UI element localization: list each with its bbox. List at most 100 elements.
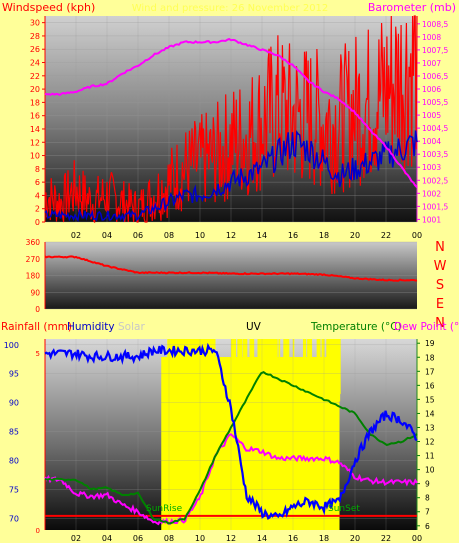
temperature-tick-label: 16: [425, 381, 435, 390]
solar-radiation-spike: [278, 339, 281, 361]
windspeed-tick-label: 14: [30, 125, 40, 134]
solar-radiation-spike: [326, 339, 328, 412]
solar-radiation-spike: [307, 339, 311, 378]
temperature-axis-title: Temperature (°C): [310, 321, 402, 333]
bottom-x-tick-label: 18: [319, 534, 329, 543]
sunrise-label: SunRise: [146, 504, 183, 514]
bottom-x-tick-label: 04: [102, 534, 112, 543]
barometer-tick-label: 1003,5: [422, 150, 448, 159]
bottom-x-tick-label: 06: [133, 534, 143, 543]
compass-north-bottom: N: [435, 316, 445, 331]
barometer-tick-label: 1008,5: [422, 20, 448, 29]
solar-radiation-spike: [321, 339, 325, 416]
rainfall-tick-label: 5: [36, 350, 40, 358]
solar-radiation-spike: [283, 339, 286, 373]
bottom-x-tick-label: 16: [288, 534, 298, 543]
bottom-x-tick-label: 12: [226, 534, 236, 543]
direction-tick-label: 180: [26, 272, 41, 281]
barometer-line: [44, 37, 418, 188]
bottom-x-tick-label: 02: [71, 534, 81, 543]
bottom-x-tick-label: 00: [412, 534, 422, 543]
barometer-tick-label: 1007,5: [422, 46, 448, 55]
humidity-tick-label: 95: [9, 370, 19, 379]
solar-radiation-spike: [249, 339, 253, 365]
compass-south: S: [436, 278, 444, 293]
humidity-tick-label: 75: [9, 485, 19, 494]
barometer-tick-label: 1004: [422, 137, 441, 146]
windspeed-tick-label: 20: [30, 85, 40, 94]
windspeed-tick-label: 22: [30, 72, 40, 81]
top-x-tick-label: 02: [71, 231, 81, 240]
rainfall-axis-title: Rainfall (mm): [1, 321, 72, 333]
top-x-tick-label: 10: [195, 231, 205, 240]
barometer-tick-label: 1008: [422, 33, 441, 42]
temperature-tick-label: 9: [425, 480, 430, 489]
windspeed-gust-line: [44, 15, 418, 224]
barometer-tick-label: 1001: [422, 215, 441, 224]
solar-axis-title: Solar: [118, 321, 145, 333]
direction-tick-label: 0: [35, 305, 40, 314]
temperature-line: [44, 370, 418, 525]
barometer-tick-label: 1007: [422, 59, 441, 68]
barometer-tick-label: 1001,5: [422, 202, 448, 211]
humidity-tick-label: 90: [9, 399, 19, 408]
barometer-tick-label: 1006: [422, 85, 441, 94]
solar-radiation-spike: [266, 339, 271, 444]
top-x-tick-label: 18: [319, 231, 329, 240]
solar-radiation-spike: [261, 339, 264, 412]
windspeed-tick-label: 30: [30, 19, 40, 28]
humidity-tick-label: 100: [4, 341, 19, 350]
compass-east: E: [436, 297, 444, 312]
solar-radiation-spike: [240, 339, 242, 448]
dewpoint-line: [44, 433, 418, 526]
direction-tick-label: 360: [26, 238, 41, 247]
direction-tick-label: 270: [26, 255, 41, 264]
solar-radiation-spike: [237, 339, 240, 405]
temperature-tick-label: 7: [425, 508, 430, 517]
windspeed-tick-label: 18: [30, 98, 40, 107]
windspeed-tick-label: 10: [30, 152, 40, 161]
windspeed-tick-label: 4: [35, 191, 40, 200]
bottom-x-tick-label: 22: [381, 534, 391, 543]
solar-radiation-spike: [271, 339, 274, 383]
rainfall-tick-label: 0: [36, 527, 40, 535]
windspeed-tick-label: 6: [35, 178, 40, 187]
dewpoint-axis-title: Dew Point (°C): [394, 321, 459, 333]
solar-radiation-spike: [245, 339, 248, 383]
top-x-tick-label: 04: [102, 231, 112, 240]
humidity-tick-label: 80: [9, 457, 19, 466]
temperature-tick-label: 15: [425, 395, 435, 404]
barometer-tick-label: 1005,5: [422, 98, 448, 107]
bottom-x-tick-label: 14: [257, 534, 267, 543]
temperature-tick-label: 12: [425, 438, 435, 447]
solar-radiation-spike: [334, 339, 339, 427]
windspeed-tick-label: 0: [35, 218, 40, 227]
solar-radiation-spike: [332, 339, 334, 397]
temperature-tick-label: 6: [425, 522, 430, 531]
humidity-tick-label: 70: [9, 514, 19, 523]
temperature-tick-label: 13: [425, 423, 435, 432]
solar-radiation-spike: [329, 339, 332, 425]
top-x-tick-label: 06: [133, 231, 143, 240]
wind-direction-line: [44, 255, 418, 282]
barometer-axis-title: Barometer (mb): [368, 1, 456, 14]
solar-radiation-spike: [237, 339, 241, 424]
solar-radiation-spike: [302, 339, 306, 415]
chart-overlay-title: Wind and pressure: 26 November 2012: [132, 3, 329, 14]
uv-axis-title: UV: [246, 321, 262, 333]
solar-radiation-spike: [251, 339, 254, 404]
solar-radiation-spike: [234, 339, 237, 442]
windspeed-tick-label: 16: [30, 112, 40, 121]
direction-tick-label: 90: [30, 288, 40, 297]
bottom-x-tick-label: 20: [350, 534, 360, 543]
solar-radiation-spike: [243, 339, 246, 406]
top-x-tick-label: 22: [381, 231, 391, 240]
top-x-tick-label: 00: [412, 231, 422, 240]
barometer-tick-label: 1002: [422, 189, 441, 198]
barometer-tick-label: 1006,5: [422, 72, 448, 81]
temperature-tick-label: 19: [425, 339, 435, 348]
barometer-tick-label: 1004,5: [422, 124, 448, 133]
solar-radiation-spike: [332, 339, 336, 400]
bottom-x-tick-label: 10: [195, 534, 205, 543]
